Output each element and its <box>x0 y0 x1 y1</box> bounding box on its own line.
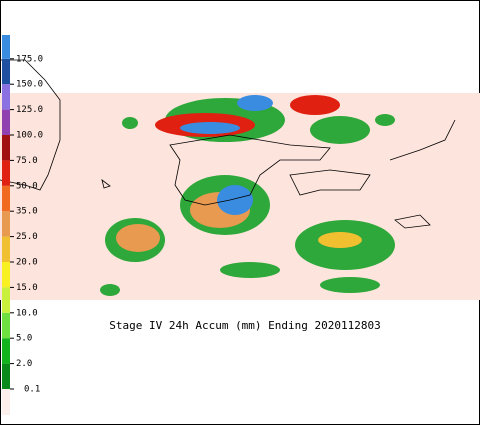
map-title: Stage IV 24h Accum (mm) Ending 202011280… <box>109 319 381 332</box>
legend-swatch <box>2 58 10 85</box>
legend-tick-label: 15.0 <box>16 283 38 293</box>
legend-swatch <box>2 262 10 288</box>
legend-tick-label: 2.0 <box>16 359 32 369</box>
legend-swatch <box>2 185 10 212</box>
legend-swatch <box>2 287 10 313</box>
color-legend: 0.1 2.0 5.0 10.0 15.0 20.0 25.0 35.0 50.0 75.0 100… <box>2 35 43 415</box>
legend-swatch <box>2 389 10 415</box>
legend-swatch <box>2 84 10 110</box>
legend-tick-label: 100.0 <box>16 131 43 141</box>
legend-swatch <box>2 211 10 237</box>
legend-tick-label: 50.0 <box>16 181 38 191</box>
legend-tick-label: 175.0 <box>16 54 43 64</box>
legend-swatch <box>2 135 10 161</box>
legend-tick-label: 20.0 <box>16 258 38 268</box>
coastlines <box>0 59 456 229</box>
legend-tick-label: 35.0 <box>16 207 38 217</box>
legend-tick-label: 125.0 <box>16 105 43 115</box>
legend-swatch <box>2 338 10 364</box>
legend-tick-label: 75.0 <box>16 156 38 166</box>
legend-swatch <box>2 160 10 186</box>
legend-tick-label: 5.0 <box>16 334 32 344</box>
legend-tick-label: 150.0 <box>16 80 43 90</box>
legend-swatch <box>2 35 10 59</box>
legend-swatch <box>2 109 10 135</box>
legend-tick-label: 25.0 <box>16 232 38 242</box>
legend-tick-label: 0.1 <box>24 385 40 395</box>
legend-swatch <box>2 363 10 389</box>
precip-field <box>100 95 395 296</box>
legend-tick-label: 10.0 <box>16 308 38 318</box>
legend-swatch <box>2 312 10 339</box>
legend-swatch <box>2 236 10 262</box>
